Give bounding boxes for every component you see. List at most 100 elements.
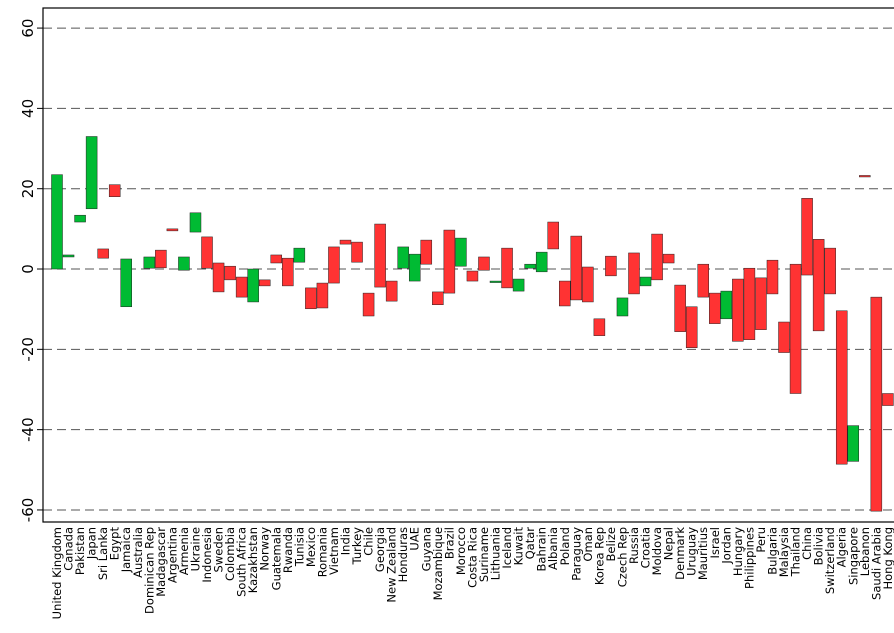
x-tick-label: Israel <box>708 527 722 558</box>
x-tick-label: Mozambique <box>431 527 445 600</box>
bar <box>397 246 409 269</box>
x-tick-label: Peru <box>754 527 768 553</box>
bar <box>282 257 294 287</box>
bar <box>639 276 652 287</box>
bar <box>489 280 502 283</box>
x-tick-label: Madagascar <box>154 527 168 597</box>
y-tick-label: 60 <box>19 19 37 38</box>
bar <box>374 223 386 288</box>
bar <box>709 292 721 324</box>
bar <box>501 247 513 289</box>
x-tick-label: Moldova <box>650 527 664 575</box>
x-tick-label: Argentina <box>165 527 179 583</box>
bar <box>593 318 606 336</box>
x-tick-label: Russia <box>627 527 641 564</box>
x-tick-label: Guyana <box>419 527 433 571</box>
bar <box>247 268 259 303</box>
x-tick-label: Croatia <box>639 527 653 568</box>
bar <box>582 266 594 303</box>
x-tick-label: Georgia <box>373 527 387 572</box>
bar <box>385 280 398 302</box>
bar <box>720 290 733 320</box>
bar <box>351 241 363 263</box>
bar <box>201 236 213 269</box>
x-tick-label: Japan <box>85 527 99 560</box>
x-tick-label: Vietnam <box>327 527 341 575</box>
bar <box>570 235 583 301</box>
bar <box>847 425 860 462</box>
x-tick-label: China <box>800 527 814 560</box>
x-tick-label: Colombia <box>223 527 237 581</box>
x-tick-label: Mauritius <box>696 527 710 580</box>
bar <box>535 251 548 273</box>
bar <box>616 297 629 317</box>
bar <box>697 263 709 298</box>
bar <box>224 265 236 281</box>
bar <box>51 174 63 270</box>
bar <box>178 256 190 271</box>
x-tick-label: Lithuania <box>489 527 503 580</box>
x-tick-label: Switzerland <box>823 527 837 594</box>
bar <box>455 237 467 267</box>
bar <box>755 277 767 330</box>
y-tick-label: -40 <box>19 417 37 442</box>
x-tick-label: Mexico <box>304 527 318 567</box>
bar <box>74 214 86 223</box>
x-tick-label: New Zealand <box>385 527 399 603</box>
bar <box>778 321 790 353</box>
bar <box>420 239 433 265</box>
x-tick-label: Chile <box>362 527 376 556</box>
x-tick-label: Canada <box>62 527 76 571</box>
x-tick-label: Denmark <box>673 527 687 580</box>
x-tick-label: Ukraine <box>188 527 202 571</box>
bar <box>524 263 536 269</box>
x-tick-label: Kazakhstan <box>246 527 260 593</box>
x-tick-label: Sri Lanka <box>96 527 110 580</box>
x-tick-label: Paraguay <box>569 527 583 581</box>
y-tick-label: -60 <box>19 498 37 523</box>
bar <box>108 184 121 197</box>
bar <box>870 296 883 512</box>
bar <box>328 246 340 284</box>
bar <box>258 279 271 287</box>
x-tick-label: Suriname <box>477 527 491 582</box>
bar <box>166 228 179 232</box>
x-tick-label: Malaysia <box>777 527 791 577</box>
bar <box>432 291 444 306</box>
x-tick-label: Honduras <box>396 527 410 582</box>
x-tick-label: Oman <box>581 527 595 562</box>
bar <box>293 247 306 263</box>
plot-frame <box>42 7 894 523</box>
bar <box>559 280 571 307</box>
x-tick-label: Hungary <box>731 527 745 576</box>
bar <box>443 229 456 294</box>
bar <box>801 198 813 276</box>
bar <box>408 253 421 282</box>
bar <box>305 287 317 310</box>
x-tick-label: Bulgaria <box>765 527 779 575</box>
bar <box>212 262 225 293</box>
bar <box>62 254 75 258</box>
x-tick-label: Costa Rica <box>465 527 479 588</box>
y-tick-label: 40 <box>19 99 37 118</box>
x-tick-label: UAE <box>408 527 422 551</box>
x-tick-label: Jamaica <box>119 527 133 573</box>
x-tick-label: Indonesia <box>200 527 214 583</box>
bar <box>120 258 132 308</box>
bar <box>651 233 663 281</box>
x-tick-label: United Kingdom <box>50 527 64 619</box>
bar <box>189 212 202 233</box>
y-tick-label: 20 <box>19 179 37 198</box>
bar <box>628 252 640 295</box>
bar <box>362 292 375 317</box>
bar <box>547 221 559 250</box>
x-tick-label: Belize <box>604 527 618 561</box>
bar <box>859 175 871 178</box>
bar <box>685 306 698 348</box>
x-tick-label: Guatemala <box>269 527 283 590</box>
x-tick-label: Algeria <box>835 527 849 567</box>
x-tick-label: Armenia <box>177 527 191 575</box>
x-tick-label: Pakistan <box>73 527 87 575</box>
x-tick-label: Bolivia <box>812 527 826 565</box>
x-tick-label: Albania <box>546 527 560 570</box>
